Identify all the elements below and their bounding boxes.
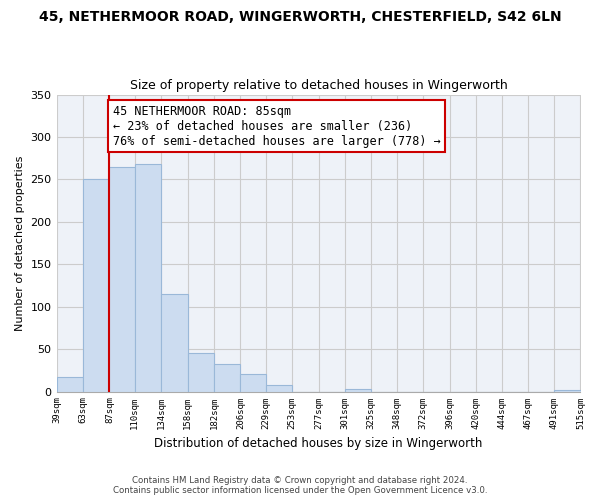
Bar (161, 294, 188, 392)
Bar (188, 354, 214, 392)
Bar (266, 385, 292, 392)
Bar (134, 164, 161, 392)
Bar (56, 377, 83, 392)
Bar (554, 390, 581, 392)
Text: 45 NETHERMOOR ROAD: 85sqm
← 23% of detached houses are smaller (236)
76% of semi: 45 NETHERMOOR ROAD: 85sqm ← 23% of detac… (113, 104, 440, 148)
Bar (241, 374, 266, 392)
Bar (109, 166, 134, 392)
Text: Contains HM Land Registry data © Crown copyright and database right 2024.
Contai: Contains HM Land Registry data © Crown c… (113, 476, 487, 495)
Bar (214, 364, 241, 392)
Y-axis label: Number of detached properties: Number of detached properties (15, 156, 25, 330)
X-axis label: Distribution of detached houses by size in Wingerworth: Distribution of detached houses by size … (154, 437, 483, 450)
Bar (345, 389, 371, 392)
Text: 45, NETHERMOOR ROAD, WINGERWORTH, CHESTERFIELD, S42 6LN: 45, NETHERMOOR ROAD, WINGERWORTH, CHESTE… (38, 10, 562, 24)
Bar (83, 180, 109, 392)
Title: Size of property relative to detached houses in Wingerworth: Size of property relative to detached ho… (130, 79, 508, 92)
